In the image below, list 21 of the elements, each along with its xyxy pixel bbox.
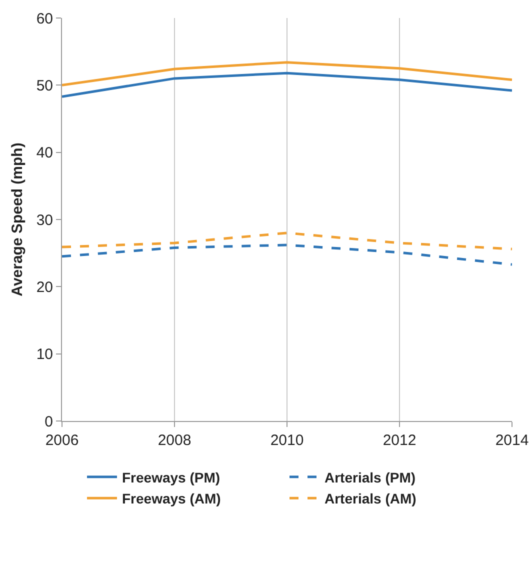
legend-label: Arterials (AM) bbox=[324, 490, 416, 507]
y-tick-label: 20 bbox=[36, 278, 53, 296]
x-tick-label: 2014 bbox=[495, 432, 529, 449]
legend-label: Freeways (PM) bbox=[122, 469, 220, 486]
y-tick-label: 40 bbox=[36, 144, 53, 162]
y-tick-label: 30 bbox=[36, 212, 53, 229]
y-tick-label: 0 bbox=[44, 413, 53, 430]
x-tick-label: 2012 bbox=[382, 432, 416, 449]
line-series bbox=[62, 61, 512, 86]
y-tick-label: 10 bbox=[36, 346, 53, 364]
line-series bbox=[62, 72, 512, 98]
x-tick-label: 2006 bbox=[45, 432, 79, 449]
y-axis-title: Average Speed (mph) bbox=[9, 142, 26, 296]
y-tick-label: 60 bbox=[36, 10, 53, 28]
legend-label: Arterials (PM) bbox=[324, 469, 416, 486]
y-tick-label: 50 bbox=[36, 77, 53, 94]
legend-label: Freeways (AM) bbox=[122, 490, 221, 507]
x-tick-label: 2008 bbox=[158, 432, 192, 449]
x-tick-label: 2010 bbox=[270, 432, 304, 449]
line-series bbox=[62, 244, 512, 266]
line-series bbox=[62, 232, 512, 250]
